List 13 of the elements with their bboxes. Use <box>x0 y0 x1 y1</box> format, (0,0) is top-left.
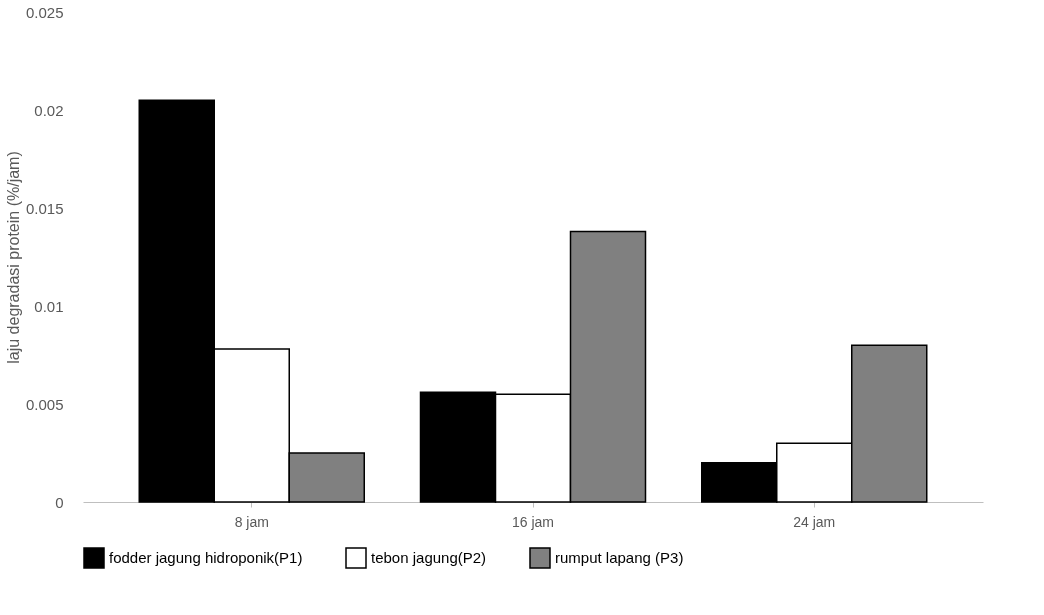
legend-label: tebon jagung(P2) <box>371 549 487 566</box>
y-tick-label: 0.02 <box>34 101 64 119</box>
x-tick-label: 8 jam <box>234 513 269 530</box>
legend-label: fodder jagung hidroponik(P1) <box>109 549 303 566</box>
y-tick-label: 0.025 <box>25 3 64 21</box>
legend-label: rumput lapang (P3) <box>555 549 684 566</box>
y-tick-label: 0.005 <box>25 395 64 413</box>
x-tick-label: 24 jam <box>793 513 836 530</box>
y-tick-label: 0.01 <box>34 297 64 315</box>
y-axis-title: laju degradasi protein (%/jam) <box>4 151 22 364</box>
y-tick-label: 0.015 <box>25 199 64 217</box>
x-tick-label: 16 jam <box>511 513 555 530</box>
y-tick-label: 0 <box>55 493 64 511</box>
